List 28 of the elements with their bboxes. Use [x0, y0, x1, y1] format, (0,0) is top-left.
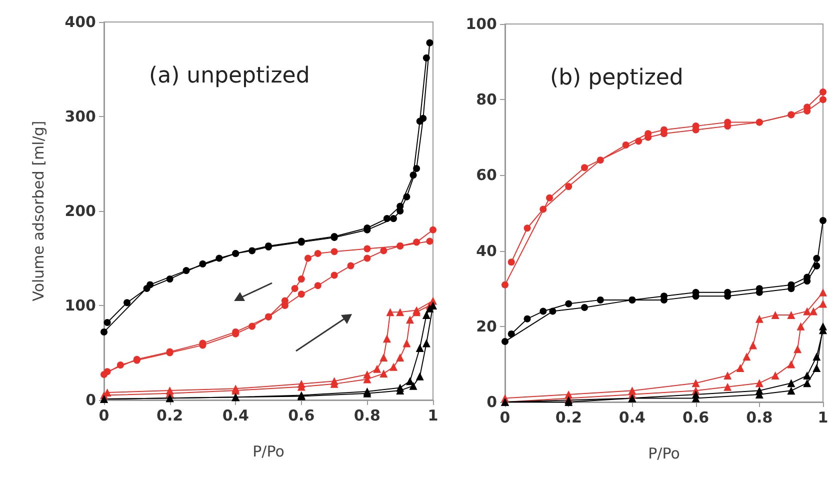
x-tick-label: 0 [98, 406, 110, 424]
x-tick-label: 1 [428, 406, 438, 424]
x-tick-label: 0.8 [354, 406, 380, 424]
x-axis-title: P/Po [648, 444, 680, 462]
x-axis-title: P/Po [252, 442, 284, 460]
x-tick-label: 1 [818, 408, 828, 426]
text: (a) unpeptized [149, 64, 310, 88]
y-tick-label: 0 [486, 393, 497, 411]
y-tick-label: 100 [466, 15, 497, 33]
y-tick-label: 20 [476, 317, 497, 336]
y-tick-label: 400 [64, 13, 96, 31]
y-tick-label: 40 [476, 242, 497, 260]
y-tick-label: 200 [64, 202, 96, 220]
x-tick-label: 0.2 [555, 408, 582, 426]
y-tick-label: 80 [476, 90, 497, 109]
y-tick-label: 60 [476, 166, 497, 184]
x-tick-label: 0 [500, 408, 510, 426]
x-tick-label: 0.6 [682, 408, 710, 426]
x-tick-label: 0.4 [222, 406, 249, 424]
x-tick-label: 0.2 [156, 406, 184, 424]
y-tick-label: 0 [86, 391, 96, 409]
y-tick-label: 300 [64, 108, 96, 126]
y-tick-label: 100 [64, 296, 96, 314]
x-tick-label: 0.8 [746, 408, 773, 426]
x-tick-label: 0.6 [288, 406, 315, 424]
x-tick-label: 0.4 [618, 408, 646, 426]
y-axis-title: Volume adsorbed [ml/g] [30, 120, 48, 302]
text: (b) peptized [550, 66, 684, 90]
